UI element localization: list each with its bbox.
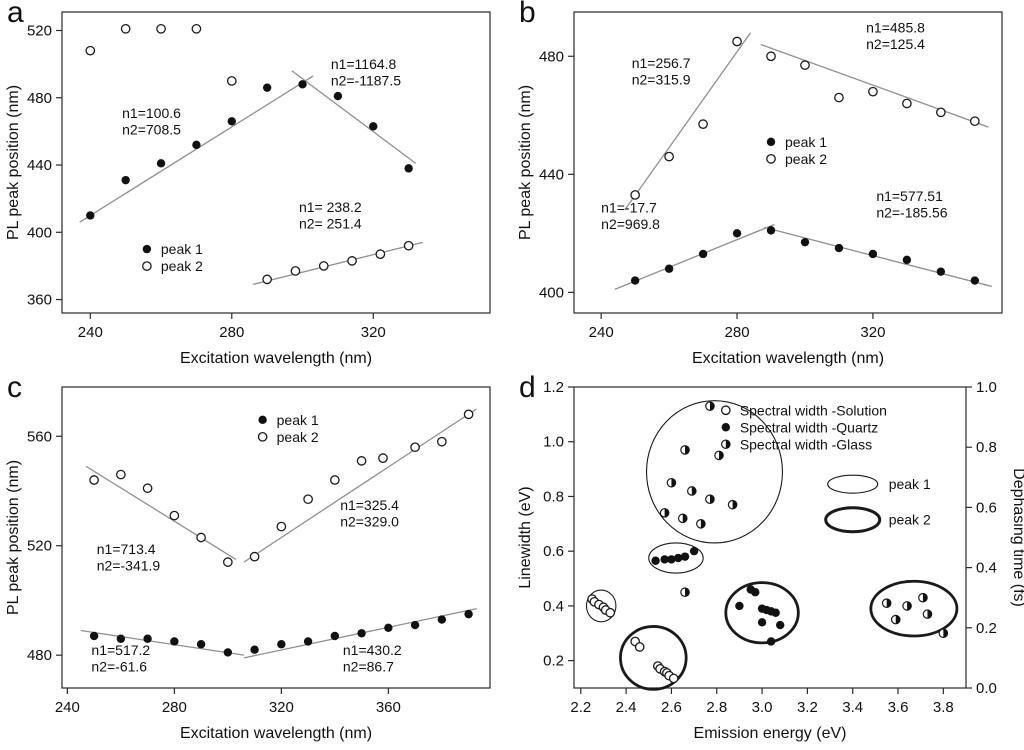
svg-text:3.8: 3.8 bbox=[933, 699, 954, 716]
svg-text:280: 280 bbox=[162, 699, 187, 716]
svg-text:0.4: 0.4 bbox=[543, 598, 564, 615]
svg-text:peak 2: peak 2 bbox=[277, 429, 319, 445]
chart-a: 240 280 320 360 400 440 480 520 Excitation wavel… bbox=[5, 11, 491, 367]
svg-text:360: 360 bbox=[27, 292, 52, 309]
svg-text:240: 240 bbox=[78, 324, 103, 341]
svg-text:Spectral width -Glass: Spectral width -Glass bbox=[740, 436, 872, 452]
panel-label-a: a bbox=[7, 0, 24, 29]
chart-b: 240 280 320 400 440 480 Excitation wavelength … bbox=[517, 11, 1003, 367]
svg-text:400: 400 bbox=[27, 224, 52, 241]
panel-label-c: c bbox=[7, 371, 22, 404]
svg-text:0.6: 0.6 bbox=[543, 543, 564, 560]
svg-text:2.2: 2.2 bbox=[570, 699, 591, 716]
svg-text:PL peak position (nm): PL peak position (nm) bbox=[5, 460, 22, 615]
svg-text:480: 480 bbox=[539, 48, 564, 65]
svg-text:n1=1164.8: n1=1164.8 bbox=[331, 56, 397, 72]
svg-text:Emission energy (eV): Emission energy (eV) bbox=[694, 725, 847, 742]
svg-text:peak 2: peak 2 bbox=[161, 258, 203, 274]
svg-text:PL peak position (nm): PL peak position (nm) bbox=[5, 85, 22, 240]
svg-text:520: 520 bbox=[27, 22, 52, 39]
panel-d: d 2.2 2.4 2.6 2.8 3.0 3.2 3.4 3.6 3.8 0.2 0.4 0.6 0.… bbox=[512, 371, 1024, 750]
svg-text:Spectral width -Quartz: Spectral width -Quartz bbox=[740, 419, 879, 435]
svg-text:n2=329.0: n2=329.0 bbox=[340, 514, 399, 530]
svg-text:1.2: 1.2 bbox=[543, 379, 564, 396]
svg-text:n2=125.4: n2=125.4 bbox=[866, 36, 925, 52]
svg-text:0.8: 0.8 bbox=[543, 488, 564, 505]
svg-text:Excitation wavelength (nm): Excitation wavelength (nm) bbox=[692, 350, 884, 367]
svg-text:2.8: 2.8 bbox=[706, 699, 727, 716]
svg-text:400: 400 bbox=[539, 284, 564, 301]
svg-text:n2=-185.56: n2=-185.56 bbox=[876, 204, 947, 220]
svg-text:320: 320 bbox=[860, 324, 885, 341]
svg-text:Linewidth (eV): Linewidth (eV) bbox=[517, 486, 534, 588]
svg-text:peak 1: peak 1 bbox=[785, 134, 827, 150]
svg-text:n2=315.9: n2=315.9 bbox=[632, 72, 691, 88]
panel-label-d: d bbox=[519, 371, 536, 404]
svg-text:n2=86.7: n2=86.7 bbox=[343, 659, 394, 675]
svg-text:520: 520 bbox=[27, 538, 52, 555]
svg-text:n2=708.5: n2=708.5 bbox=[122, 121, 181, 137]
svg-text:n2= 251.4: n2= 251.4 bbox=[299, 216, 362, 232]
panel-c: c 240 280 320 360 480 520 560 Excitation wavele… bbox=[0, 371, 512, 750]
svg-text:n1=100.6: n1=100.6 bbox=[122, 105, 181, 121]
svg-text:2.6: 2.6 bbox=[661, 699, 682, 716]
panel-a: a 240 280 320 360 400 440 480 520 Excitation wav… bbox=[0, 0, 512, 375]
svg-text:peak 1: peak 1 bbox=[161, 241, 203, 257]
svg-text:n2=-341.9: n2=-341.9 bbox=[97, 557, 161, 573]
svg-text:280: 280 bbox=[725, 324, 750, 341]
svg-text:n2=-61.6: n2=-61.6 bbox=[91, 659, 147, 675]
svg-text:peak 1: peak 1 bbox=[889, 476, 931, 492]
svg-text:1.0: 1.0 bbox=[976, 379, 997, 396]
chart-d: 2.2 2.4 2.6 2.8 3.0 3.2 3.4 3.6 3.8 0.2 0.4 0.6 0.8 1… bbox=[517, 379, 1024, 742]
svg-text:PL peak position (nm): PL peak position (nm) bbox=[517, 85, 534, 240]
svg-text:0.2: 0.2 bbox=[976, 620, 997, 637]
panel-b: b 240 280 320 400 440 480 Excitation wavelengt… bbox=[512, 0, 1024, 375]
svg-text:3.2: 3.2 bbox=[797, 699, 818, 716]
svg-text:480: 480 bbox=[27, 647, 52, 664]
svg-text:2.4: 2.4 bbox=[616, 699, 637, 716]
svg-text:n1=325.4: n1=325.4 bbox=[340, 497, 399, 513]
svg-text:peak 2: peak 2 bbox=[889, 512, 931, 528]
svg-text:Excitation wavelength (nm): Excitation wavelength (nm) bbox=[180, 725, 372, 742]
svg-text:n1=256.7: n1=256.7 bbox=[632, 55, 691, 71]
panel-label-b: b bbox=[519, 0, 536, 29]
svg-text:peak 2: peak 2 bbox=[785, 151, 827, 167]
svg-text:480: 480 bbox=[27, 90, 52, 107]
svg-text:0.2: 0.2 bbox=[543, 653, 564, 670]
svg-text:3.0: 3.0 bbox=[752, 699, 773, 716]
svg-text:0.8: 0.8 bbox=[976, 439, 997, 456]
svg-text:n2=969.8: n2=969.8 bbox=[601, 216, 660, 232]
svg-text:0.6: 0.6 bbox=[976, 499, 997, 516]
svg-text:3.4: 3.4 bbox=[842, 699, 863, 716]
svg-text:1.0: 1.0 bbox=[543, 434, 564, 451]
svg-text:320: 320 bbox=[361, 324, 386, 341]
svg-text:240: 240 bbox=[589, 324, 614, 341]
svg-text:240: 240 bbox=[55, 699, 80, 716]
svg-text:3.6: 3.6 bbox=[888, 699, 909, 716]
svg-text:n1=713.4: n1=713.4 bbox=[97, 541, 156, 557]
svg-text:440: 440 bbox=[27, 157, 52, 174]
svg-text:n2=-1187.5: n2=-1187.5 bbox=[331, 73, 401, 89]
svg-text:560: 560 bbox=[27, 428, 52, 445]
svg-text:440: 440 bbox=[539, 166, 564, 183]
svg-text:280: 280 bbox=[219, 324, 244, 341]
svg-text:n1= 238.2: n1= 238.2 bbox=[299, 199, 362, 215]
svg-text:peak 1: peak 1 bbox=[277, 412, 319, 428]
svg-text:n1=-17.7: n1=-17.7 bbox=[601, 200, 657, 216]
svg-text:n1=517.2: n1=517.2 bbox=[91, 642, 150, 658]
svg-text:Excitation wavelength (nm): Excitation wavelength (nm) bbox=[180, 350, 372, 367]
svg-text:n1=577.51: n1=577.51 bbox=[876, 188, 943, 204]
svg-text:n1=485.8: n1=485.8 bbox=[866, 20, 925, 36]
svg-text:0.4: 0.4 bbox=[976, 560, 997, 577]
svg-text:320: 320 bbox=[269, 699, 294, 716]
svg-text:0.0: 0.0 bbox=[976, 680, 997, 697]
svg-text:Spectral width -Solution: Spectral width -Solution bbox=[740, 402, 887, 418]
svg-text:360: 360 bbox=[376, 699, 401, 716]
svg-text:Dephasing time (fs): Dephasing time (fs) bbox=[1010, 468, 1024, 607]
svg-text:n1=430.2: n1=430.2 bbox=[343, 642, 402, 658]
chart-c: 240 280 320 360 480 520 560 Excitation waveleng… bbox=[5, 386, 491, 742]
